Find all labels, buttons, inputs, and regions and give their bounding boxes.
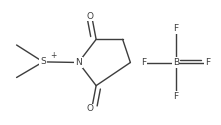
Text: +: + (50, 50, 56, 59)
Text: F: F (173, 24, 178, 33)
Text: N: N (75, 58, 82, 67)
Text: B: B (173, 58, 179, 67)
Text: F: F (205, 58, 210, 67)
Text: F: F (173, 92, 178, 101)
Text: O: O (86, 12, 93, 21)
Text: S: S (40, 57, 46, 66)
Text: O: O (86, 104, 93, 113)
Text: F: F (141, 58, 146, 67)
